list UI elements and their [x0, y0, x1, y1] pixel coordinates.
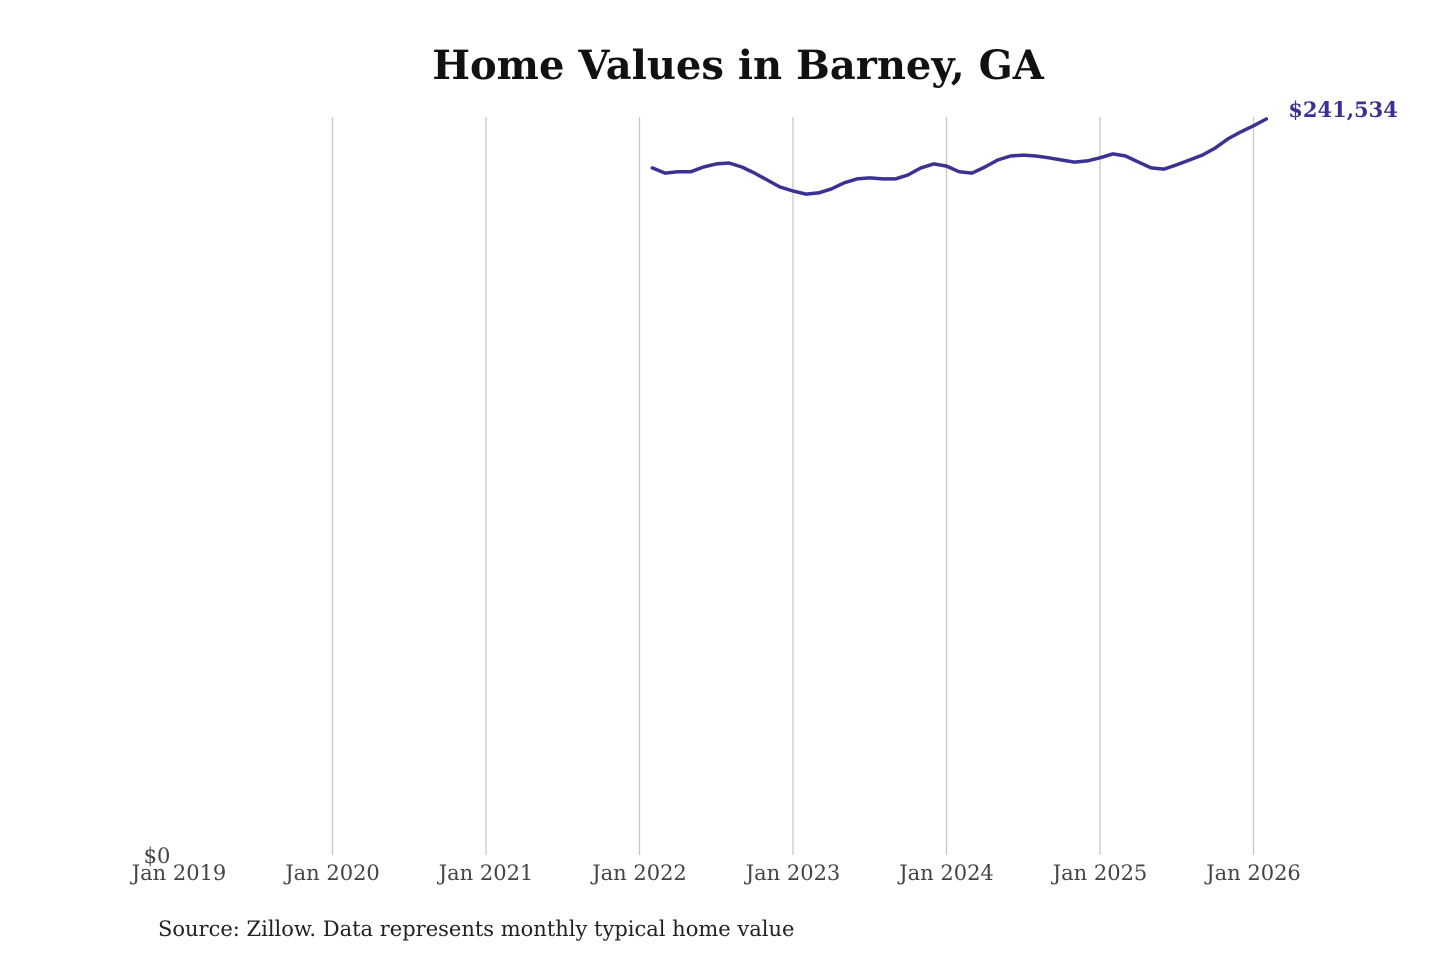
x-tick-label: Jan 2021 — [437, 861, 534, 885]
x-tick-label: Jan 2026 — [1204, 861, 1301, 885]
chart-title: Home Values in Barney, GA — [432, 42, 1044, 89]
x-tick-label: Jan 2024 — [897, 861, 994, 885]
x-tick-label: Jan 2022 — [590, 861, 687, 885]
x-tick-label: Jan 2025 — [1051, 861, 1148, 885]
x-tick-label: Jan 2020 — [283, 861, 380, 885]
x-tick-label: Jan 2019 — [130, 861, 227, 885]
source-note: Source: Zillow. Data represents monthly … — [158, 917, 795, 941]
y-tick-label: $0 — [144, 844, 171, 868]
end-value-label: $241,534 — [1288, 97, 1398, 122]
x-tick-label: Jan 2023 — [744, 861, 841, 885]
series-line — [650, 117, 1269, 196]
